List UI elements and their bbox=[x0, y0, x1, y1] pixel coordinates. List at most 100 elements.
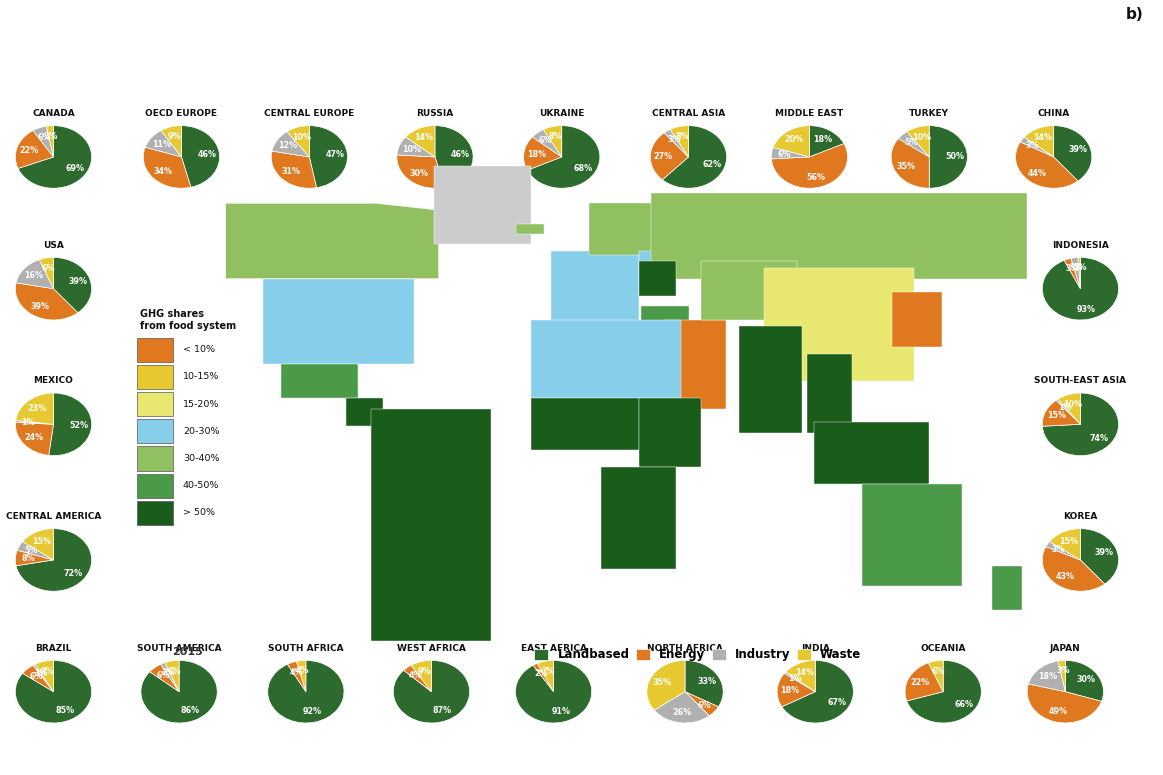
Text: 6%: 6% bbox=[167, 666, 181, 676]
Title: SOUTH AFRICA: SOUTH AFRICA bbox=[267, 643, 344, 653]
Wedge shape bbox=[1046, 542, 1080, 560]
Polygon shape bbox=[664, 319, 727, 408]
Text: 5%: 5% bbox=[905, 138, 918, 146]
Polygon shape bbox=[263, 278, 414, 364]
Wedge shape bbox=[1065, 660, 1104, 701]
Text: 22%: 22% bbox=[20, 146, 38, 155]
Wedge shape bbox=[1080, 529, 1119, 584]
Text: 30%: 30% bbox=[409, 169, 428, 177]
FancyBboxPatch shape bbox=[137, 419, 173, 443]
Polygon shape bbox=[992, 566, 1022, 611]
Polygon shape bbox=[638, 261, 677, 296]
Text: 93%: 93% bbox=[1077, 305, 1096, 314]
Text: 9%: 9% bbox=[167, 133, 181, 141]
Text: 46%: 46% bbox=[198, 150, 216, 159]
Wedge shape bbox=[1049, 529, 1080, 560]
Text: 35%: 35% bbox=[652, 677, 672, 687]
Wedge shape bbox=[271, 151, 316, 188]
Text: 15%: 15% bbox=[33, 537, 51, 546]
Text: 56%: 56% bbox=[806, 173, 826, 181]
Text: 18%: 18% bbox=[780, 686, 799, 695]
Title: KOREA: KOREA bbox=[1063, 512, 1098, 521]
Text: 20%: 20% bbox=[785, 136, 804, 144]
Text: 40-50%: 40-50% bbox=[183, 481, 219, 491]
Text: 87%: 87% bbox=[433, 707, 451, 715]
Wedge shape bbox=[33, 126, 53, 157]
FancyBboxPatch shape bbox=[137, 501, 173, 525]
Polygon shape bbox=[638, 251, 677, 296]
Polygon shape bbox=[701, 261, 797, 319]
Wedge shape bbox=[145, 130, 181, 157]
Text: 31%: 31% bbox=[281, 167, 301, 176]
Wedge shape bbox=[898, 132, 929, 157]
Title: OCEANIA: OCEANIA bbox=[920, 643, 966, 653]
Text: 20-30%: 20-30% bbox=[183, 427, 220, 436]
Text: 15-20%: 15-20% bbox=[183, 400, 219, 408]
Wedge shape bbox=[40, 257, 53, 288]
Text: 1%: 1% bbox=[789, 674, 801, 684]
Wedge shape bbox=[16, 529, 92, 591]
Text: 6%: 6% bbox=[698, 701, 712, 710]
Wedge shape bbox=[907, 126, 929, 157]
Wedge shape bbox=[515, 660, 592, 723]
Title: TURKEY: TURKEY bbox=[909, 109, 949, 118]
Text: 18%: 18% bbox=[1039, 672, 1057, 681]
Wedge shape bbox=[165, 660, 179, 691]
Text: 7%: 7% bbox=[541, 666, 555, 676]
FancyBboxPatch shape bbox=[137, 365, 173, 389]
Wedge shape bbox=[49, 393, 92, 456]
Text: 91%: 91% bbox=[551, 708, 570, 716]
Wedge shape bbox=[663, 126, 727, 188]
Text: 30%: 30% bbox=[1077, 675, 1096, 684]
Text: 3%: 3% bbox=[1026, 140, 1040, 150]
Wedge shape bbox=[16, 260, 53, 288]
Text: 35%: 35% bbox=[897, 162, 916, 171]
Text: 16%: 16% bbox=[24, 270, 43, 280]
Polygon shape bbox=[371, 408, 491, 641]
Wedge shape bbox=[435, 126, 473, 188]
Polygon shape bbox=[638, 398, 701, 467]
Wedge shape bbox=[181, 126, 220, 188]
Text: 66%: 66% bbox=[955, 700, 973, 708]
Text: 11%: 11% bbox=[151, 140, 171, 149]
Text: 1%: 1% bbox=[1073, 264, 1086, 272]
Text: 6%: 6% bbox=[538, 136, 552, 145]
Wedge shape bbox=[15, 130, 53, 168]
Text: 2015: 2015 bbox=[172, 647, 202, 657]
Wedge shape bbox=[905, 663, 943, 701]
Text: 10%: 10% bbox=[1063, 400, 1082, 409]
Wedge shape bbox=[771, 147, 809, 159]
Text: 9%: 9% bbox=[418, 667, 431, 676]
Title: UKRAINE: UKRAINE bbox=[538, 109, 585, 118]
Polygon shape bbox=[226, 203, 438, 278]
Title: EAST AFRICA: EAST AFRICA bbox=[521, 643, 586, 653]
Title: SOUTH AMERICA: SOUTH AMERICA bbox=[137, 643, 221, 653]
Text: 27%: 27% bbox=[654, 152, 672, 160]
Polygon shape bbox=[601, 467, 677, 570]
Text: 24%: 24% bbox=[24, 433, 43, 443]
Text: 47%: 47% bbox=[326, 150, 344, 160]
Text: 12%: 12% bbox=[278, 141, 298, 150]
Title: OECD EUROPE: OECD EUROPE bbox=[145, 109, 217, 118]
Text: b): b) bbox=[1126, 8, 1143, 22]
Wedge shape bbox=[685, 660, 723, 707]
Title: JAPAN: JAPAN bbox=[1050, 643, 1080, 653]
Wedge shape bbox=[15, 283, 78, 320]
Wedge shape bbox=[15, 550, 53, 566]
Wedge shape bbox=[1042, 257, 1119, 320]
Wedge shape bbox=[647, 660, 685, 710]
Legend: Landbased, Energy, Industry, Waste: Landbased, Energy, Industry, Waste bbox=[529, 643, 866, 666]
Wedge shape bbox=[15, 422, 53, 456]
Wedge shape bbox=[654, 691, 709, 723]
Wedge shape bbox=[928, 660, 943, 691]
Wedge shape bbox=[33, 664, 53, 691]
Text: 69%: 69% bbox=[65, 164, 84, 174]
Title: USA: USA bbox=[43, 240, 64, 250]
Wedge shape bbox=[527, 126, 600, 188]
Text: 39%: 39% bbox=[31, 302, 50, 312]
Text: 46%: 46% bbox=[451, 150, 470, 159]
Wedge shape bbox=[404, 665, 431, 691]
Wedge shape bbox=[143, 147, 191, 188]
Wedge shape bbox=[664, 129, 688, 157]
Text: 39%: 39% bbox=[1069, 146, 1087, 154]
